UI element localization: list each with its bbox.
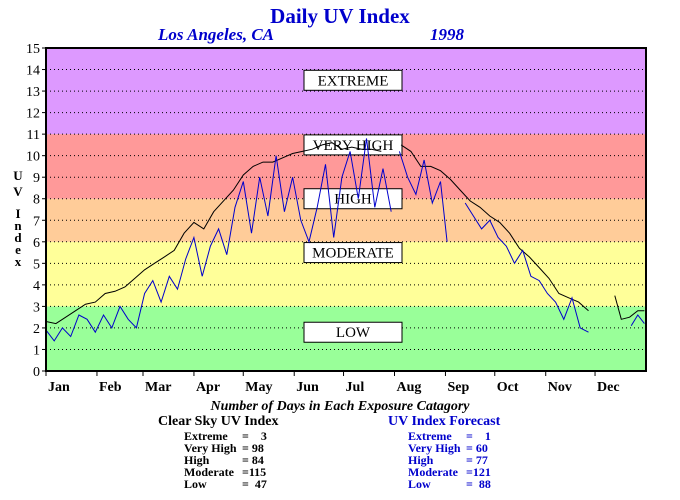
y-tick-label: 9 xyxy=(33,171,40,186)
x-tick-label-sep: Sep xyxy=(447,380,469,395)
band-label-box xyxy=(303,321,403,343)
x-tick-label-apr: Apr xyxy=(196,380,220,395)
y-tick-label: 0 xyxy=(33,365,40,380)
band-label-high: HIGH xyxy=(334,192,372,208)
x-tick-label-nov: Nov xyxy=(548,380,572,395)
stat-row-moderate: Moderate =121 xyxy=(408,465,491,479)
y-tick-label: 10 xyxy=(26,150,40,165)
x-tick-label-aug: Aug xyxy=(396,380,421,395)
y-tick-label: 5 xyxy=(33,257,40,272)
y-axis-label-letter: V xyxy=(13,184,23,199)
y-tick-label: 7 xyxy=(33,214,40,229)
x-tick-label-jan: Jan xyxy=(48,380,70,395)
y-axis-label-letter: d xyxy=(14,230,22,245)
y-axis-label-letter: x xyxy=(15,254,22,269)
y-tick-label: 2 xyxy=(33,322,40,337)
y-tick-label: 11 xyxy=(27,128,40,143)
y-tick-label: 15 xyxy=(26,42,40,57)
y-tick-label: 6 xyxy=(33,236,40,251)
forecast-stats: Extreme = 1 Very High = 60 High = 77 Modera… xyxy=(408,430,491,490)
stat-row-moderate: Moderate =115 xyxy=(184,465,267,479)
forecast-series-line xyxy=(45,138,645,342)
x-tick-label-may: May xyxy=(245,380,272,395)
band-label-extreme: EXTREME xyxy=(318,73,389,89)
stat-row-extreme: Extreme = 3 xyxy=(184,429,267,443)
band-label-low: LOW xyxy=(336,325,371,341)
y-axis-label-letter: I xyxy=(15,206,20,221)
band-label-box xyxy=(303,69,403,91)
stat-row-extreme: Extreme = 1 xyxy=(408,429,491,443)
chart-title: Daily UV Index xyxy=(270,4,410,28)
forecast-stats-title: UV Index Forecast xyxy=(388,414,501,429)
x-tick-label-mar: Mar xyxy=(145,380,171,395)
footnote-title: Number of Days in Each Exposure Catagory xyxy=(210,399,470,414)
stat-row-low: Low = 47 xyxy=(184,477,267,491)
y-tick-label: 3 xyxy=(33,300,40,315)
stat-row-low: Low = 88 xyxy=(408,477,491,491)
y-tick-label: 1 xyxy=(33,343,40,358)
x-tick-label-jun: Jun xyxy=(296,380,319,395)
x-tick-label-feb: Feb xyxy=(99,380,122,395)
stat-row-very-high: Very High = 60 xyxy=(408,441,488,455)
clear-sky-stats: Extreme = 3 Very High = 98 High = 84 Modera… xyxy=(184,430,267,490)
y-tick-label: 13 xyxy=(26,85,40,100)
year-label: 1998 xyxy=(430,25,464,44)
y-tick-label: 12 xyxy=(26,107,40,122)
stat-row-high: High = 77 xyxy=(408,453,488,467)
band-label-moderate: MODERATE xyxy=(312,246,394,262)
x-tick-label-jul: Jul xyxy=(346,380,365,395)
y-axis-label-letter: U xyxy=(13,168,23,183)
clear-sky-series-line xyxy=(45,142,645,325)
y-axis-label-letter: e xyxy=(15,242,21,257)
plot-frame xyxy=(45,47,647,372)
clear-sky-stats-title: Clear Sky UV Index xyxy=(158,414,279,429)
location-label: Los Angeles, CA xyxy=(158,25,275,44)
stat-row-very-high: Very High = 98 xyxy=(184,441,264,455)
x-tick-label-oct: Oct xyxy=(497,380,519,395)
band-label-box xyxy=(303,242,403,264)
y-axis-label-letter: n xyxy=(14,218,22,233)
band-label-very-high: VERY HIGH xyxy=(313,138,394,154)
y-tick-label: 14 xyxy=(26,64,40,79)
x-tick-label-dec: Dec xyxy=(597,380,620,395)
y-tick-label: 4 xyxy=(33,279,40,294)
y-tick-label: 8 xyxy=(33,193,40,208)
stat-row-high: High = 84 xyxy=(184,453,264,467)
